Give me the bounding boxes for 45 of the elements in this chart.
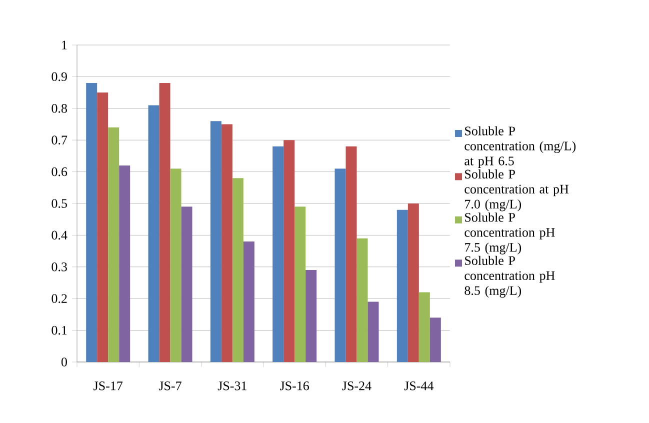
x-tick-label: JS-7 <box>158 382 182 390</box>
y-tick-label: 0.1 <box>52 326 67 335</box>
y-tick-label: 0.9 <box>52 72 67 82</box>
bar <box>221 124 232 362</box>
legend-label: Soluble P concentration pH 7.5 (mg/L) <box>464 212 555 254</box>
bar <box>243 242 254 362</box>
bar <box>306 270 317 362</box>
bar <box>272 146 284 362</box>
bar <box>119 165 130 362</box>
y-tick-label: 1 <box>62 40 67 50</box>
bar <box>430 318 441 362</box>
bar <box>97 92 108 362</box>
y-tick-label: 0.5 <box>52 199 67 208</box>
y-tick-label: 0.6 <box>52 167 68 176</box>
legend-label: Soluble P concentration at pH 7.0 (mg/L) <box>464 169 568 212</box>
bar <box>346 146 357 362</box>
bar <box>159 83 170 362</box>
bar <box>232 178 244 362</box>
bar <box>86 83 98 362</box>
x-tick-label: JS-24 <box>342 382 372 390</box>
bar <box>356 238 368 362</box>
y-tick-label: 0.7 <box>52 136 68 145</box>
y-tick-label: 0.4 <box>52 230 68 240</box>
bar <box>108 127 120 362</box>
legend-label: Soluble P concentration (mg/L) at pH 6.5 <box>464 126 576 168</box>
y-tick-label: 0 <box>61 358 67 366</box>
x-tick-label: JS-16 <box>280 382 310 390</box>
bar <box>294 206 306 362</box>
bar <box>334 168 346 362</box>
bar <box>148 105 160 362</box>
legend-label: Soluble P concentration pH 8.5 (mg/L) <box>464 256 555 298</box>
y-tick-label: 0.2 <box>52 294 67 304</box>
y-tick-label: 0.8 <box>52 104 67 113</box>
bar <box>418 292 430 362</box>
bar <box>408 203 419 362</box>
bar <box>210 121 222 362</box>
x-tick-label: JS-31 <box>218 382 246 390</box>
bar <box>170 168 182 362</box>
y-tick-label: 0.3 <box>52 262 67 272</box>
bar <box>368 302 379 362</box>
bar <box>181 206 192 362</box>
bar <box>396 210 408 362</box>
x-tick-label: JS-44 <box>404 382 434 390</box>
x-tick-label: JS-17 <box>94 382 123 390</box>
bar <box>284 140 295 362</box>
